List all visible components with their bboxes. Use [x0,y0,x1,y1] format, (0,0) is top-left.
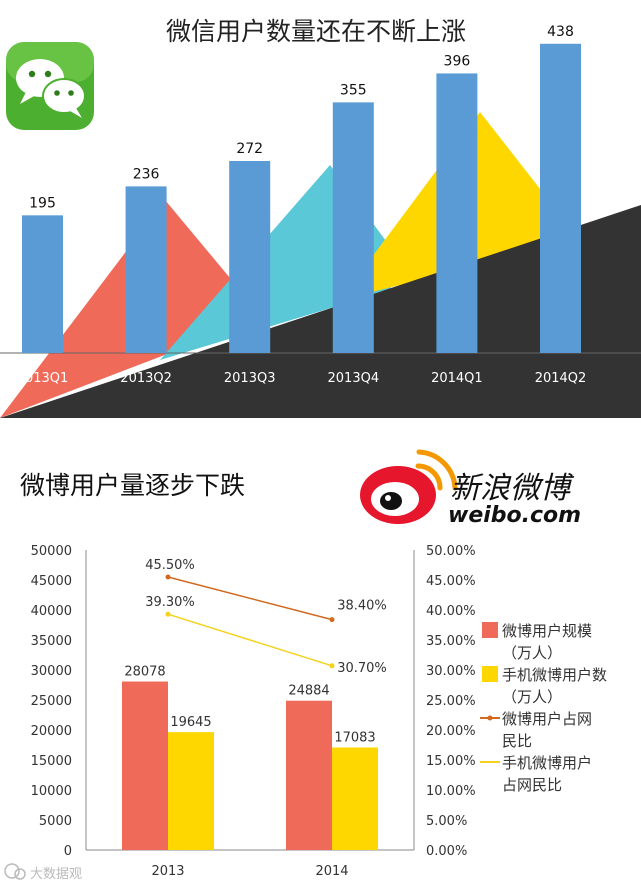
y-right-tick-label: 25.00% [426,694,476,709]
legend-label: 微博用户规模 [502,622,592,640]
bar-2014Q2 [540,43,581,353]
data-label: 236 [133,166,160,182]
bar-2014Q1 [436,73,478,353]
y-left-tick-label: 30000 [31,664,72,679]
data-label: 195 [29,195,56,211]
line-point [329,617,335,623]
weibo-brand-name: 新浪微博 [450,471,575,506]
wechat-chart: 微信用户数量还在不断上涨 195 236 272 355 396 438 2013Q1 20… [0,17,641,418]
data-label: 24884 [288,684,329,699]
y-left-tick-label: 0 [64,844,72,859]
x-tick-label: 2014 [315,864,348,879]
chart-title: 微博用户量逐步下跌 [20,471,245,500]
legend-label: 手机微博用户数 [502,666,607,684]
legend-item: 微博用户规模 （万人） [482,622,592,662]
legend-label-cont: （万人） [502,688,562,706]
decor-coral-triangle [0,200,240,418]
weibo-domain: weibo.com [448,503,581,528]
bar-2013Q3 [229,160,271,353]
y-right-tick-label: 30.00% [426,664,476,679]
y-right-tick-label: 45.00% [426,574,476,589]
data-label: 17083 [334,731,375,746]
y-left-tick-label: 10000 [31,784,72,799]
series-line [167,576,333,621]
data-label: 438 [547,24,574,40]
weibo-chart: 微博用户量逐步下跌 新浪微博 weibo.com 0 5000 10000 15000… [4,449,607,882]
x-tick-label: 2014Q2 [535,371,587,386]
bar-2014-1 [332,747,378,850]
line-data-label: 38.40% [337,599,387,614]
y-right-tick-label: 15.00% [426,754,476,769]
y-left-tick-label: 35000 [31,634,72,649]
legend-marker [487,715,493,721]
y-left-tick-label: 15000 [31,754,72,769]
data-label: 28078 [124,665,165,680]
bar-2013Q2 [125,186,167,353]
line-data-label: 45.50% [145,558,195,573]
bar-2014-0 [286,700,332,850]
legend-label-cont: （万人） [502,644,562,662]
y-right-tick-label: 0.00% [426,844,467,859]
bar-2013Q1 [22,215,63,353]
bar-2013-0 [122,681,168,850]
line-point [165,611,171,617]
y-right-tick-label: 35.00% [426,634,476,649]
x-tick-label: 2013Q2 [120,371,172,386]
y-right-tick-label: 5.00% [426,814,467,829]
x-tick-label: 2014Q1 [431,371,483,386]
y-left-tick-label: 25000 [31,694,72,709]
watermark-icon [4,863,26,880]
line-point [165,574,171,580]
x-tick-label: 2013 [151,864,184,879]
data-label: 355 [340,82,367,98]
data-label: 19645 [170,715,211,730]
legend-label: 微博用户占网 [502,710,592,728]
legend-swatch [482,622,498,638]
y-left-tick-label: 45000 [31,574,72,589]
y-left-tick-label: 50000 [31,544,72,559]
weibo-logo-icon [360,449,458,524]
bar-2013-1 [168,732,214,850]
y-right-tick-label: 40.00% [426,604,476,619]
y-right-tick-label: 50.00% [426,544,476,559]
y-right-tick-label: 20.00% [426,724,476,739]
legend-label: 手机微博用户 [502,754,592,772]
y-left-tick-label: 20000 [31,724,72,739]
x-tick-label: 2013Q3 [224,371,276,386]
legend-label-cont: 民比 [502,732,532,750]
legend-item: 手机微博用户数 （万人） [482,666,607,706]
line-data-label: 30.70% [337,661,387,676]
decor-dark-band [0,205,641,418]
chart-title: 微信用户数量还在不断上涨 [166,17,466,46]
legend-swatch [482,666,498,682]
x-tick-label: 2013Q1 [17,371,69,386]
series-line [167,613,333,667]
x-tick-label: 2013Q4 [328,371,380,386]
legend-label-cont: 占网民比 [502,776,562,794]
y-left-tick-label: 5000 [39,814,72,829]
wechat-logo-icon [6,42,94,130]
bar-2013Q4 [332,102,374,354]
y-left-tick-label: 40000 [31,604,72,619]
data-label: 272 [236,141,263,157]
watermark-text: 大数据观 [30,867,82,882]
y-right-tick-label: 10.00% [426,784,476,799]
line-data-label: 39.30% [145,595,195,610]
line-point [329,663,335,669]
data-label: 396 [444,53,471,69]
